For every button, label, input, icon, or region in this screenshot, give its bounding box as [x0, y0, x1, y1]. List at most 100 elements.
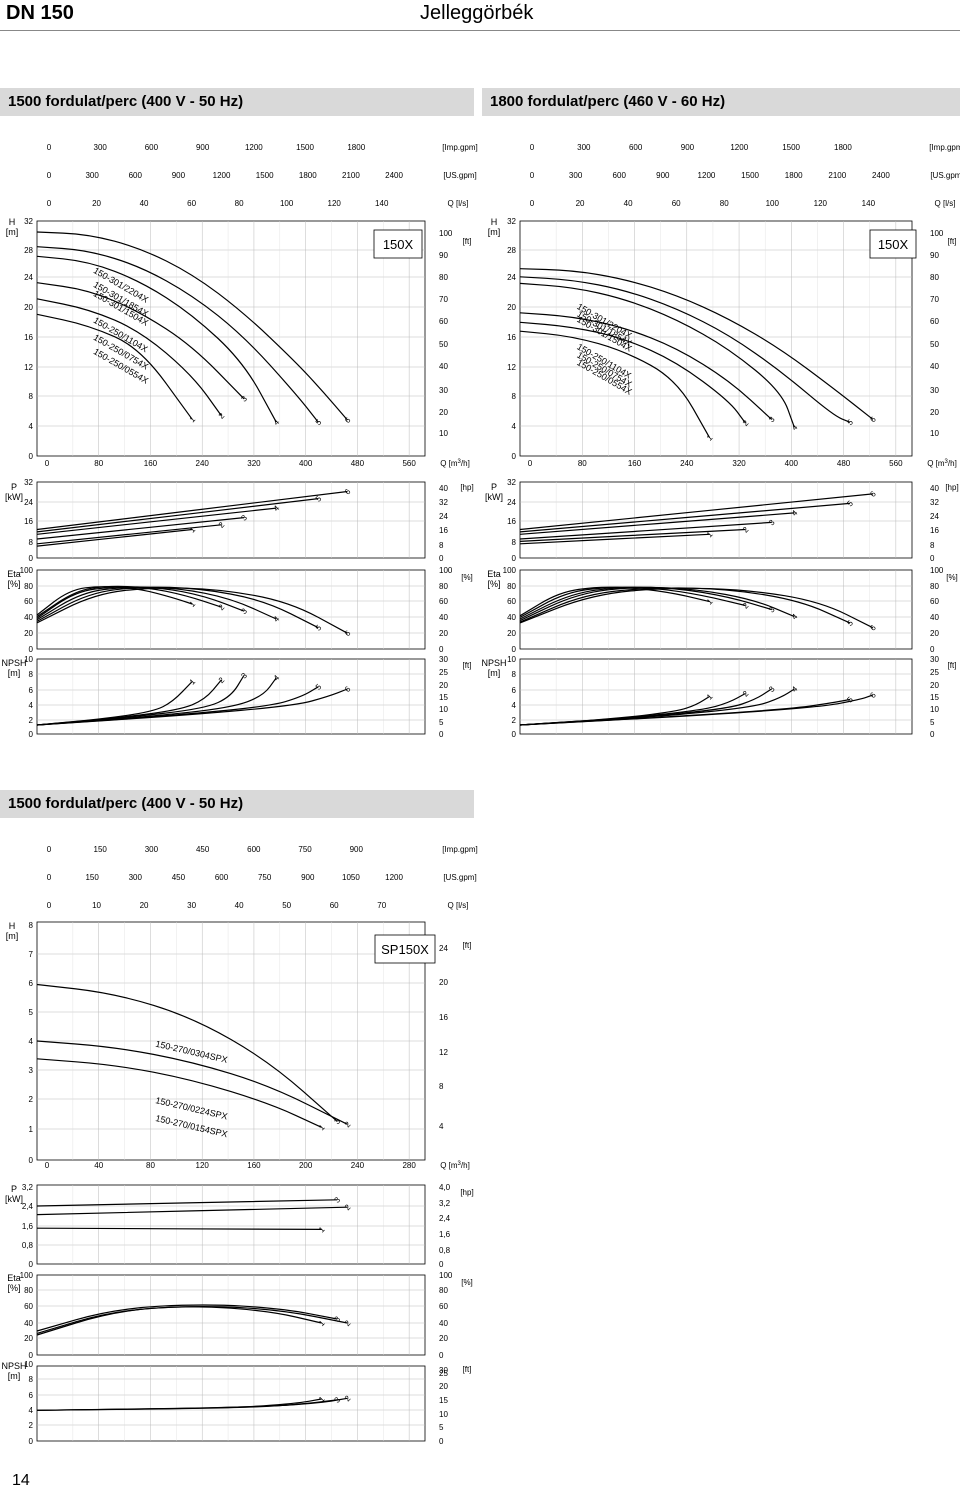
panel-ylabel: H [9, 921, 16, 931]
y-tick: 2 [512, 716, 517, 725]
y2-tick: 80 [930, 273, 939, 282]
m3h-tick: 0 [45, 459, 50, 468]
imp-gpm-label: [Imp.gpm] [929, 143, 960, 152]
y2-label: [%] [461, 1278, 473, 1287]
y-tick: 3 [29, 1066, 34, 1075]
y2-tick: 16 [439, 1013, 448, 1022]
panel-frame [519, 220, 913, 457]
us-gpm-tick: 1200 [385, 873, 403, 882]
us-gpm-tick: 750 [258, 873, 272, 882]
y2-tick: 32 [930, 498, 939, 507]
y2-tick: 0 [439, 730, 444, 739]
y-tick: 0 [29, 554, 34, 563]
series-end-label: 6 [868, 690, 878, 700]
y2-tick: 100 [439, 229, 453, 238]
panel-frame [36, 1184, 426, 1265]
y2-tick: 0 [439, 554, 444, 563]
us-gpm-tick: 1800 [299, 171, 317, 180]
ls-tick: 20 [140, 901, 149, 910]
series-line-5 [519, 502, 850, 533]
series-end-label: 1 [705, 433, 715, 443]
series-end-label: 1 [188, 599, 198, 609]
y2-tick: 40 [439, 484, 448, 493]
series-line-1 [519, 586, 710, 617]
imp-gpm-tick: 600 [247, 845, 261, 854]
panel-unit: [kW] [5, 1194, 23, 1204]
ls-tick: 20 [576, 199, 585, 208]
m3h-tick: 320 [732, 459, 746, 468]
ls-tick: 120 [328, 199, 342, 208]
series-line-6 [519, 493, 873, 531]
y-tick: 24 [24, 498, 33, 507]
series-line-2 [519, 321, 746, 424]
y-tick: 8 [29, 538, 34, 547]
y2-tick: 0 [930, 730, 935, 739]
m3h-tick: 40 [94, 1161, 103, 1170]
panel-unit: [%] [7, 1283, 20, 1293]
y-tick: 12 [507, 363, 516, 372]
y2-tick: 50 [439, 340, 448, 349]
series-end-label: 3 [767, 517, 777, 527]
series-end-label: 1 [705, 597, 715, 607]
y-tick: 8 [29, 1375, 34, 1384]
series-line-6 [36, 231, 348, 421]
ls-tick: 80 [720, 199, 729, 208]
series-end-label: 3 [239, 671, 249, 681]
series-line-2 [36, 585, 222, 618]
series-end-label: 3 [239, 394, 249, 404]
y-tick: 8 [512, 538, 517, 547]
m3h-tick: 0 [528, 459, 533, 468]
m3h-tick: 0 [45, 1161, 50, 1170]
series-line-6 [36, 490, 348, 531]
y2-tick: 4 [439, 1122, 444, 1131]
panel-frame [36, 220, 426, 457]
series-end-label: 6 [868, 414, 878, 424]
y2-tick: 40 [439, 362, 448, 371]
y-tick: 40 [24, 613, 33, 622]
y-tick: 60 [24, 1302, 33, 1311]
series-end-label: 2 [741, 689, 751, 699]
series-line-2 [36, 1040, 348, 1125]
us-gpm-label: [US.gpm] [930, 171, 960, 180]
us-gpm-tick: 0 [530, 171, 535, 180]
y-tick: 0 [512, 452, 517, 461]
y-tick: 16 [507, 333, 516, 342]
y2-tick: 0 [439, 645, 444, 654]
series-end-label: 6 [343, 684, 353, 694]
series-end-label: 4 [272, 614, 282, 624]
y2-tick: 60 [439, 597, 448, 606]
panel-ylabel: NPSH [481, 658, 506, 668]
ls-tick: 60 [330, 901, 339, 910]
y-tick: 4 [29, 701, 34, 710]
imp-gpm-tick: 600 [145, 143, 159, 152]
section-title-1800: 1800 fordulat/perc (460 V - 60 Hz) [482, 88, 960, 116]
y2-tick: 20 [930, 681, 939, 690]
y2-tick: 60 [930, 597, 939, 606]
y2-tick: 100 [439, 1271, 453, 1280]
ls-tick: 30 [187, 901, 196, 910]
ls-tick: 20 [92, 199, 101, 208]
y2-tick: 10 [439, 429, 448, 438]
imp-gpm-tick: 600 [629, 143, 643, 152]
panel-ylabel: Eta [7, 569, 21, 579]
m3h-label: Q [m3/h] [440, 1161, 470, 1170]
m3h-tick: 240 [351, 1161, 365, 1170]
y2-label: [ft] [463, 941, 472, 950]
imp-gpm-tick: 1800 [347, 143, 365, 152]
y2-label: [ft] [463, 1365, 472, 1374]
y2-tick: 10 [439, 705, 448, 714]
m3h-tick: 280 [402, 1161, 416, 1170]
y2-tick: 40 [439, 1319, 448, 1328]
y2-tick: 100 [930, 566, 944, 575]
y2-tick: 24 [439, 944, 448, 953]
page-subtitle: Jelleggörbék [420, 2, 534, 24]
y-tick: 5 [29, 1008, 34, 1017]
series-line-4 [519, 586, 795, 622]
us-gpm-tick: 2100 [828, 171, 846, 180]
y-tick: 4 [512, 701, 517, 710]
panel-p: P[kW] 0 8 16 24 32 0 8 16 24 32 40 [hp] 1 2 3 4 5 6 [485, 478, 959, 563]
panel-unit: [m] [8, 668, 21, 678]
y2-tick: 10 [930, 429, 939, 438]
y-tick: 80 [24, 1286, 33, 1295]
